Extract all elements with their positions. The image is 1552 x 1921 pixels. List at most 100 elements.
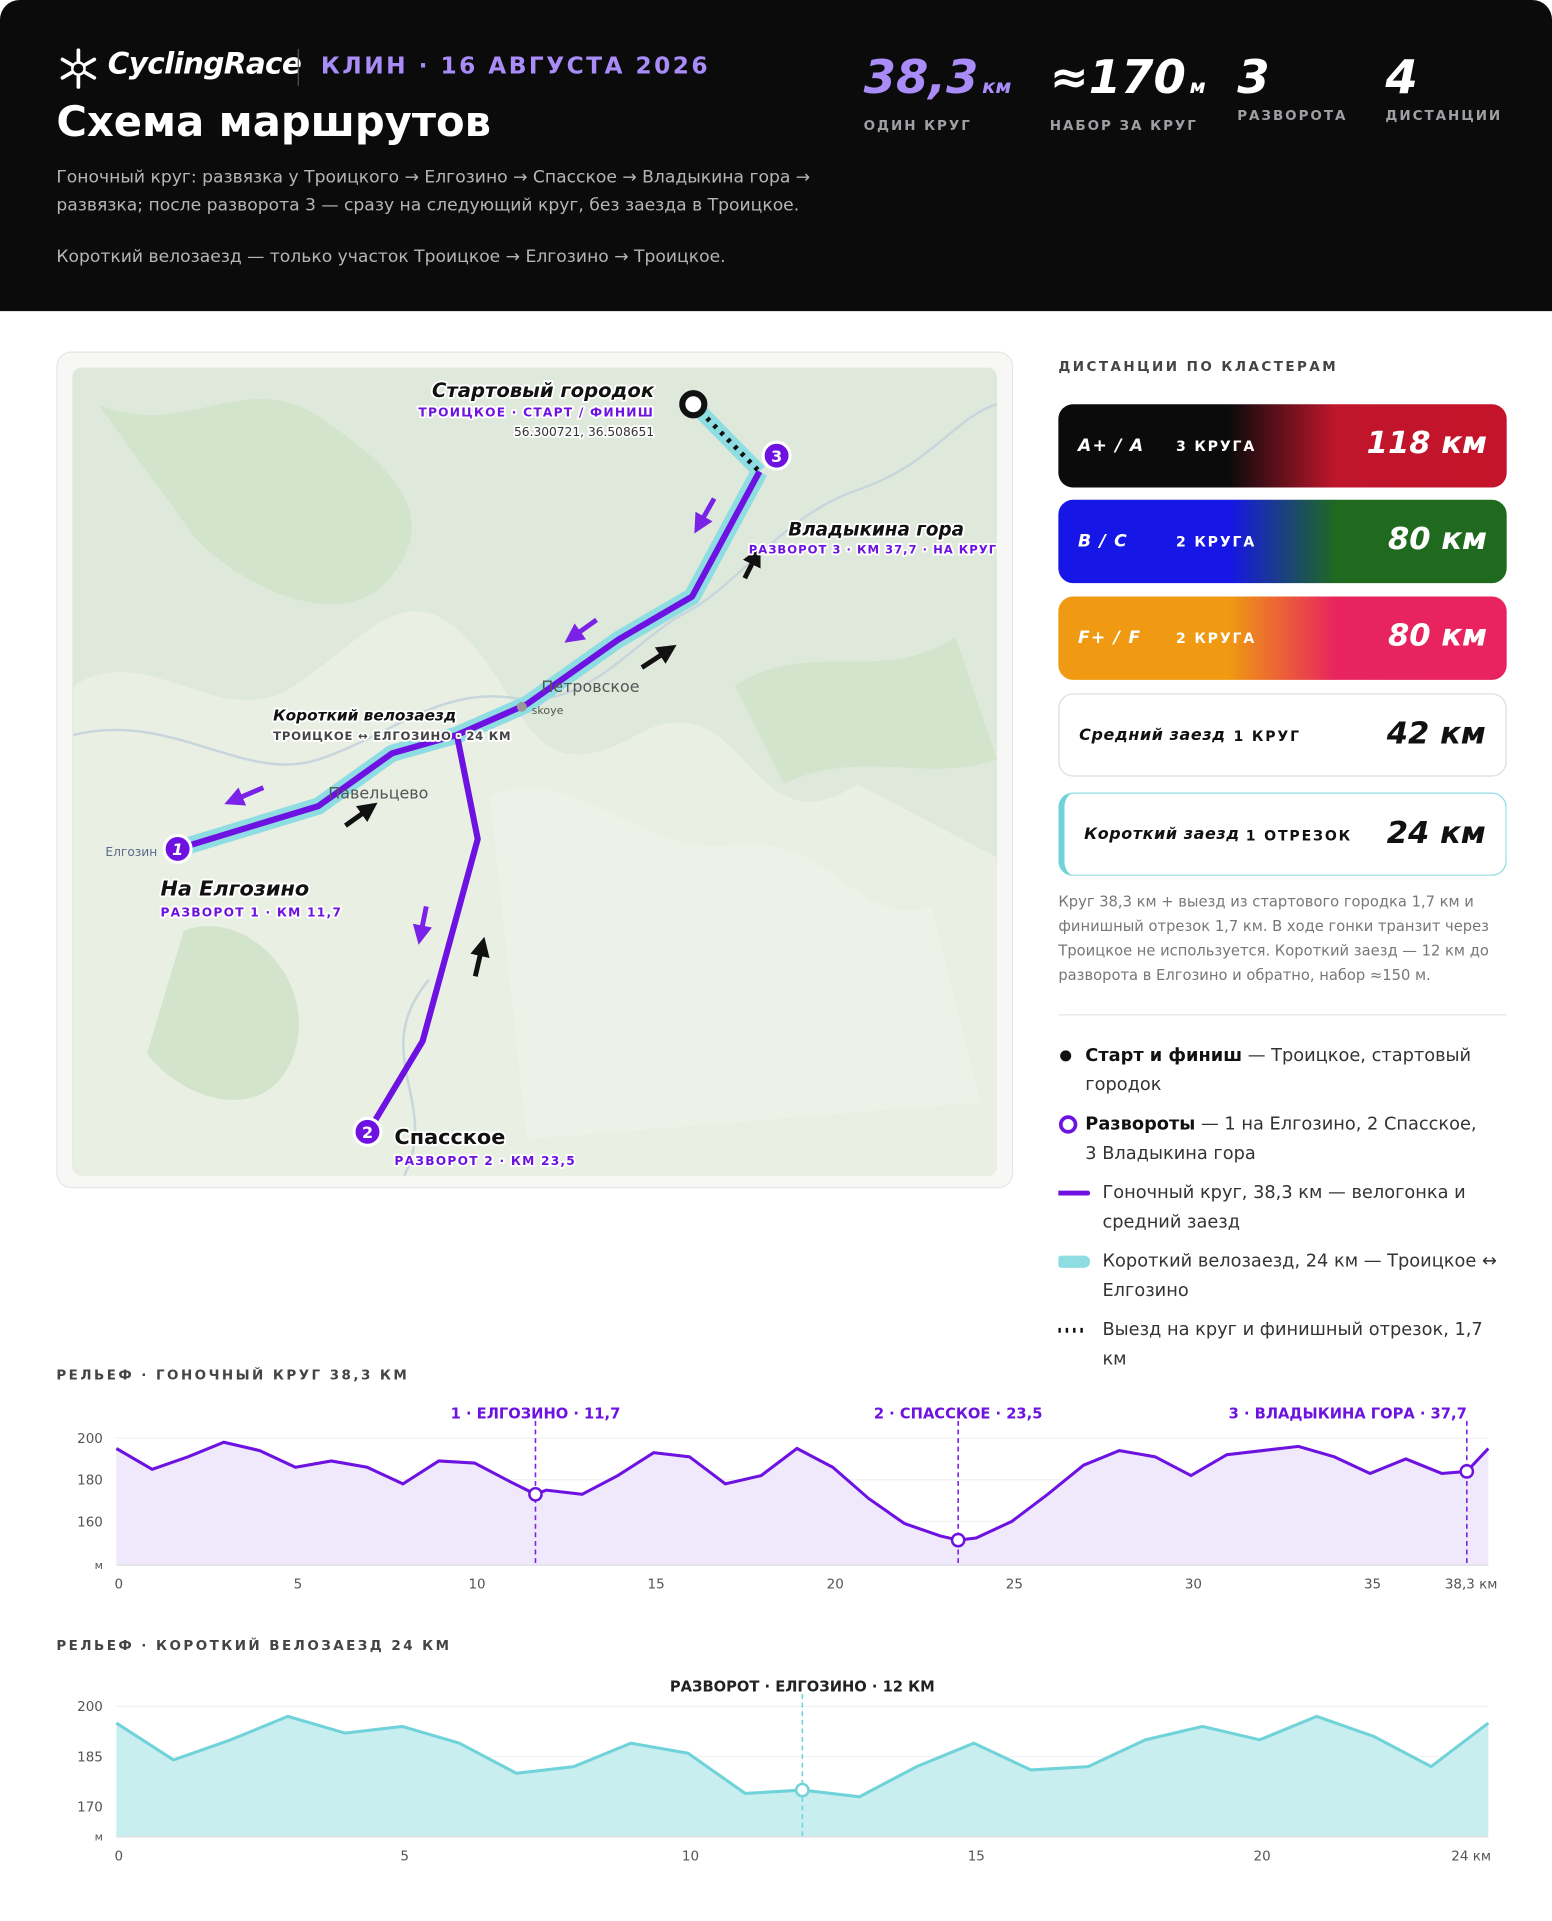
cluster-card: F+ / F 2 КРУГА 80 км <box>1058 596 1507 680</box>
annotation-label: 3 · ВЛАДЫКИНА ГОРА · 37,7 <box>1229 1405 1467 1422</box>
legend-item: Короткий велозаезд, 24 км — Троицкое ↔ Е… <box>1058 1247 1511 1306</box>
x-tick-label: 35 <box>1364 1577 1381 1593</box>
x-tick-label: 25 <box>1006 1577 1023 1593</box>
cluster-card: A+ / A 3 КРУГА 118 км <box>1058 404 1507 488</box>
x-tick-label: 0 <box>115 1849 124 1865</box>
legend-text: Выезд на круг и финишный отрезок, 1,7 км <box>1102 1316 1506 1375</box>
legend-text: Гоночный круг, 38,3 км — велогонка и сре… <box>1102 1178 1506 1237</box>
profile-title: РЕЛЬЕФ · ГОНОЧНЫЙ КРУГ 38,3 КМ <box>56 1367 410 1383</box>
cluster-distance: 80 км <box>1387 520 1488 557</box>
cluster-name: A+ / A <box>1077 436 1145 456</box>
turn-point <box>528 1486 543 1502</box>
map: Петровское skoye Павельцево Елгозин 1 2 … <box>72 367 998 1176</box>
stat: ≈170 м НАБОР ЗА КРУГ <box>1049 49 1206 134</box>
turn-title: На Елгозино <box>160 876 309 900</box>
y-tick-label: 160 <box>77 1514 103 1530</box>
place-dot <box>516 701 527 712</box>
cluster-name: B / C <box>1077 531 1128 552</box>
stat: 4 ДИСТАНЦИИ <box>1385 49 1503 124</box>
profile-title: РЕЛЬЕФ · КОРОТКИЙ ВЕЛОЗАЕЗД 24 КМ <box>56 1637 452 1654</box>
x-tick-label: 20 <box>827 1577 844 1593</box>
start-coords: 56.300721, 36.508651 <box>514 425 654 439</box>
cluster-distance: 80 км <box>1387 617 1488 653</box>
turn-point <box>950 1532 966 1548</box>
legend-text: Развороты — 1 на Елгозино, 2 Спасское, 3… <box>1085 1110 1489 1169</box>
stat-number: 4 <box>1385 50 1418 105</box>
x-tick-label: 38,3 км <box>1445 1577 1498 1593</box>
place-labels: Петровское skoye Павельцево Елгозин <box>105 677 639 859</box>
legend-text: Короткий велозаезд, 24 км — Троицкое ↔ Е… <box>1102 1247 1506 1306</box>
cluster-laps: 2 КРУГА <box>1175 629 1257 647</box>
cluster-card: Средний заезд 1 КРУГ 42 км <box>1058 693 1507 777</box>
start-marker <box>679 390 708 419</box>
stat-label: ДИСТАНЦИИ <box>1385 107 1503 124</box>
turn-point <box>1459 1464 1475 1479</box>
y-tick-label: 180 <box>77 1473 103 1489</box>
stat-label: НАБОР ЗА КРУГ <box>1049 117 1198 134</box>
stat: 38,3 км ОДИН КРУГ <box>863 49 1012 134</box>
turn-number: 3 <box>771 447 782 466</box>
stat-unit: км <box>982 74 1012 98</box>
route-transfer <box>691 402 762 474</box>
short-subtitle: ТРОИЦКОЕ ↔ ЕЛГОЗИНО · 24 КМ <box>273 729 511 743</box>
x-tick-label: 0 <box>115 1577 124 1593</box>
direction-arrows <box>224 497 761 977</box>
page-title: Схема маршрутов <box>56 97 491 147</box>
legend-desc: Короткий велозаезд, 24 км — Троицкое ↔ Е… <box>1102 1251 1497 1301</box>
legend-label: Старт и финиш <box>1085 1046 1243 1066</box>
stat-number: 3 <box>1237 50 1270 105</box>
x-tick-label: 10 <box>468 1577 485 1593</box>
turn-subtitle: РАЗВОРОТ 2 · КМ 23,5 <box>394 1154 576 1168</box>
legend-icon <box>1058 1115 1078 1134</box>
cluster-distance: 118 км <box>1366 425 1488 461</box>
legend-item: Развороты — 1 на Елгозино, 2 Спасское, 3… <box>1058 1110 1511 1169</box>
brand: CyclingRace <box>107 46 302 81</box>
turn-subtitle: РАЗВОРОТ 1 · КМ 11,7 <box>160 905 342 919</box>
legend-text: Старт и финиш — Троицкое, стартовый горо… <box>1085 1041 1489 1100</box>
legend-desc: Гоночный круг, 38,3 км — велогонка и сре… <box>1102 1183 1466 1233</box>
event: КЛИН · 16 АВГУСТА 2026 <box>320 52 711 80</box>
legend-icon <box>1058 1190 1091 1196</box>
area-fill <box>116 1716 1489 1837</box>
cluster-distance: 42 км <box>1386 715 1486 751</box>
y-tick-label: 185 <box>77 1749 103 1765</box>
stat-unit: м <box>1189 74 1206 98</box>
legend-item: Выезд на круг и финишный отрезок, 1,7 км <box>1058 1316 1511 1375</box>
cluster-card: B / C 2 КРУГА 80 км <box>1058 499 1507 584</box>
cluster-card: Короткий заезд 1 ОТРЕЗОК 24 км <box>1058 792 1507 876</box>
cluster-distance: 24 км <box>1386 814 1486 851</box>
map-labels: Стартовый городок ТРОИЦКОЕ · СТАРТ / ФИН… <box>159 377 998 1170</box>
place-label: Елгозин <box>105 845 157 859</box>
cluster-name: F+ / F <box>1077 628 1142 648</box>
short-title: Короткий велозаезд <box>273 706 456 724</box>
place-label: skoye <box>532 704 564 717</box>
turn-number: 1 <box>172 840 183 859</box>
y-tick-label: 170 <box>77 1800 103 1816</box>
turn-title: Владыкина гора <box>788 519 964 540</box>
area-fill <box>116 1442 1489 1566</box>
description: Гоночный круг: развязка у Троицкого → Ел… <box>56 167 811 216</box>
x-tick-label: 30 <box>1185 1577 1202 1593</box>
cluster-name: Короткий заезд <box>1084 825 1240 844</box>
divider <box>1058 1014 1507 1016</box>
x-tick-label: 15 <box>648 1577 665 1593</box>
header: CyclingRace КЛИН · 16 АВГУСТА 2026 Схема… <box>0 0 1552 312</box>
stat-number: 38,3 <box>863 50 979 105</box>
legend-desc: Выезд на круг и финишный отрезок, 1,7 км <box>1102 1320 1483 1370</box>
legend-item: Старт и финиш — Троицкое, стартовый горо… <box>1058 1041 1511 1100</box>
stat-label: ОДИН КРУГ <box>863 117 972 134</box>
cluster-laps: 3 КРУГА <box>1175 437 1257 455</box>
stat-value: 3 <box>1237 49 1347 105</box>
map-background <box>72 367 998 1176</box>
x-tick-label: 10 <box>682 1849 699 1865</box>
cluster-laps: 1 ОТРЕЗОК <box>1245 826 1353 844</box>
profile-chart: 160 180 200 м0 5 10 15 20 25 30 35 38,3 км 1 · ЕЛГОЗ… <box>77 1405 1498 1593</box>
annotation-label: 1 · ЕЛГОЗИНО · 11,7 <box>451 1405 621 1422</box>
route-race <box>176 470 763 852</box>
annotation-label: РАЗВОРОТ · ЕЛГОЗИНО · 12 КМ <box>670 1679 935 1696</box>
legend-icon <box>1058 1255 1091 1268</box>
stat-value: 4 <box>1385 49 1502 105</box>
